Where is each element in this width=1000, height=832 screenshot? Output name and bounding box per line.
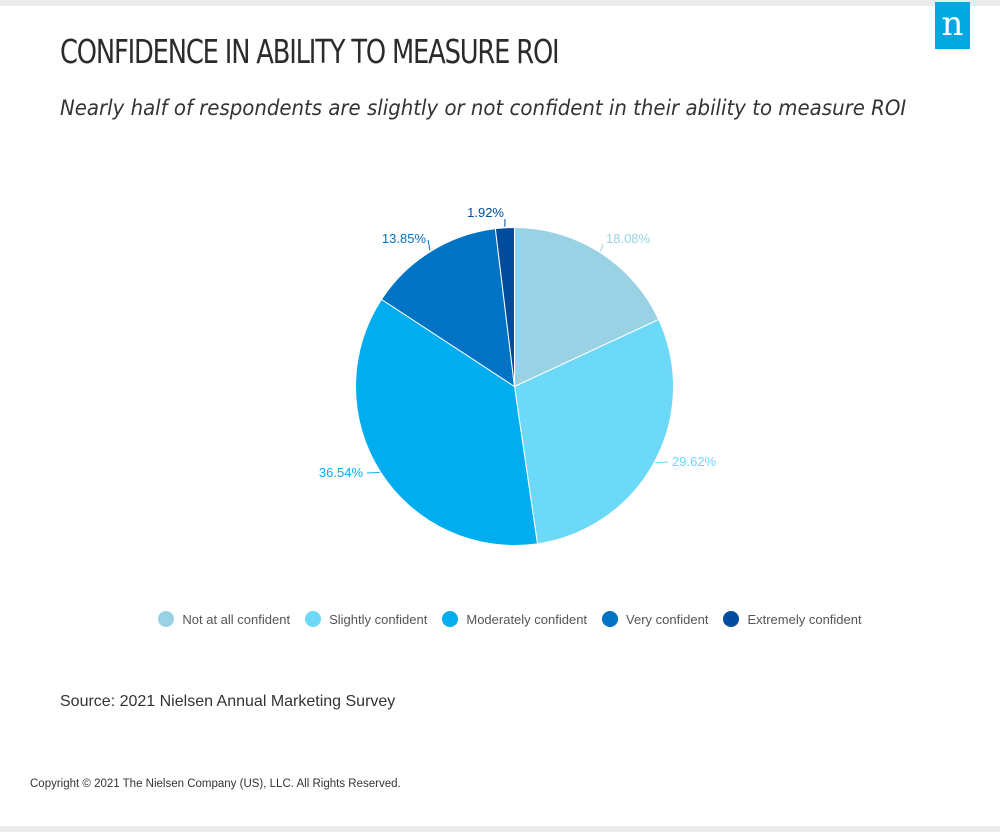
data-label: 36.54% <box>319 465 364 480</box>
leader-line <box>600 243 604 252</box>
source-note: Source: 2021 Nielsen Annual Marketing Su… <box>60 693 396 710</box>
legend-item: Very confident <box>602 611 708 627</box>
data-label: 1.92% <box>467 205 504 220</box>
legend-item: Extremely confident <box>723 611 862 627</box>
legend-swatch <box>305 611 322 627</box>
data-label: 29.62% <box>672 454 717 469</box>
nielsen-logo-letter: n <box>941 3 964 44</box>
legend-swatch <box>602 611 619 627</box>
pie-slice-moderately-confident <box>355 298 539 546</box>
pie-slice-extremely-confident <box>494 226 515 387</box>
legend-label: Moderately confident <box>466 611 588 627</box>
copyright-note: Copyright © 2021 The Nielsen Company (US… <box>30 778 401 790</box>
pie-slice-not-at-all-confident <box>514 226 660 388</box>
legend-label: Slightly confident <box>329 611 428 627</box>
leader-line <box>427 239 431 251</box>
pie-slice-slightly-confident <box>513 318 674 545</box>
legend-item: Moderately confident <box>442 611 587 627</box>
legend-swatch <box>158 611 175 627</box>
legend-item: Slightly confident <box>305 611 427 627</box>
chart-title: CONFIDENCE IN ABILITY TO MEASURE ROI <box>60 32 560 71</box>
nielsen-logo: n <box>935 2 970 49</box>
leader-line <box>655 461 669 464</box>
legend-label: Not at all confident <box>182 611 291 627</box>
legend-label: Very confident <box>626 611 709 627</box>
data-label: 13.85% <box>382 231 427 246</box>
legend-swatch <box>442 611 459 627</box>
pie-slice-very-confident <box>380 228 516 388</box>
data-label: 18.08% <box>606 231 651 246</box>
legend-label: Extremely confident <box>747 611 862 627</box>
chart-legend: Not at all confident Slightly confident Mo… <box>0 611 1000 627</box>
legend-swatch <box>723 611 740 627</box>
legend-item: Not at all confident <box>158 611 290 627</box>
chart-subtitle: Nearly half of respondents are slightly … <box>60 96 907 120</box>
